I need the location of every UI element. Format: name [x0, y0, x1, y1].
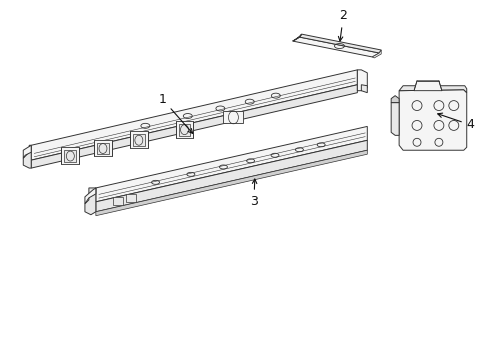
- Polygon shape: [61, 147, 79, 164]
- Polygon shape: [300, 34, 381, 53]
- Polygon shape: [178, 124, 191, 136]
- Polygon shape: [372, 50, 381, 58]
- Polygon shape: [130, 131, 148, 148]
- Polygon shape: [96, 126, 368, 202]
- Polygon shape: [85, 188, 96, 215]
- Polygon shape: [133, 134, 145, 146]
- Polygon shape: [293, 34, 302, 41]
- Polygon shape: [94, 140, 112, 157]
- Text: 3: 3: [250, 179, 258, 208]
- Polygon shape: [85, 188, 96, 204]
- Polygon shape: [31, 85, 357, 168]
- Polygon shape: [361, 85, 368, 93]
- Polygon shape: [357, 70, 368, 91]
- Text: 1: 1: [158, 93, 193, 133]
- Polygon shape: [391, 96, 399, 103]
- Polygon shape: [96, 150, 368, 216]
- Polygon shape: [96, 140, 368, 212]
- Polygon shape: [23, 145, 31, 168]
- Polygon shape: [414, 81, 442, 91]
- Polygon shape: [399, 86, 467, 93]
- Polygon shape: [31, 70, 357, 160]
- Text: 4: 4: [438, 113, 475, 131]
- Polygon shape: [223, 111, 244, 123]
- Polygon shape: [175, 121, 194, 138]
- Polygon shape: [64, 150, 76, 162]
- Text: 2: 2: [339, 9, 347, 41]
- Polygon shape: [293, 37, 379, 57]
- Polygon shape: [399, 90, 467, 150]
- Polygon shape: [97, 143, 109, 154]
- Polygon shape: [391, 103, 399, 135]
- Polygon shape: [113, 197, 122, 205]
- Polygon shape: [23, 145, 31, 158]
- Polygon shape: [126, 194, 136, 202]
